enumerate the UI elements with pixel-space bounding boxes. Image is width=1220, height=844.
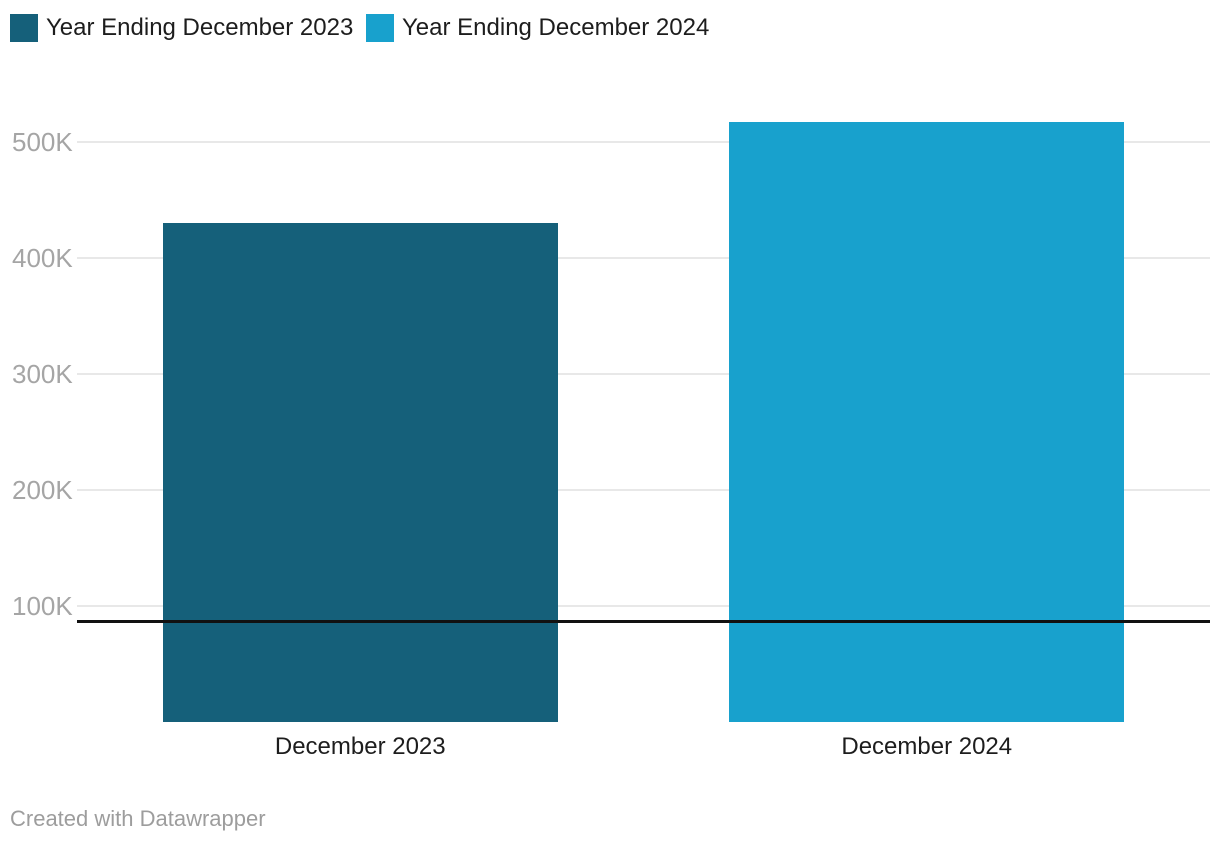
gridline-500K	[77, 140, 1210, 143]
y-tick-label-200K: 200K	[12, 474, 73, 505]
legend-swatch-2024	[366, 14, 394, 42]
footer-credit: Created with Datawrapper	[10, 806, 266, 831]
bar-december-2024	[729, 122, 1125, 722]
x-axis-line	[77, 620, 1210, 623]
legend-swatch-2023	[10, 14, 38, 42]
y-tick-label-500K: 500K	[12, 126, 73, 157]
gridline-200K	[77, 488, 1210, 491]
gridline-300K	[77, 372, 1210, 375]
legend-label-2023: Year Ending December 2023	[46, 14, 354, 41]
legend-item-2024: Year Ending December 2024	[366, 14, 709, 42]
gridline-100K	[77, 604, 1210, 607]
bar-december-2023	[162, 223, 558, 722]
legend-label-2024: Year Ending December 2024	[402, 14, 710, 41]
y-tick-label-400K: 400K	[12, 242, 73, 273]
gridline-400K	[77, 256, 1210, 259]
legend-item-2023: Year Ending December 2023	[10, 14, 353, 42]
plot-area: 100K 200K 300K 400K 500K	[0, 100, 1220, 722]
x-label-december-2023: December 2023	[274, 733, 446, 760]
x-label-december-2024: December 2024	[841, 733, 1013, 760]
y-tick-label-300K: 300K	[12, 358, 73, 389]
y-tick-label-100K: 100K	[12, 590, 73, 621]
